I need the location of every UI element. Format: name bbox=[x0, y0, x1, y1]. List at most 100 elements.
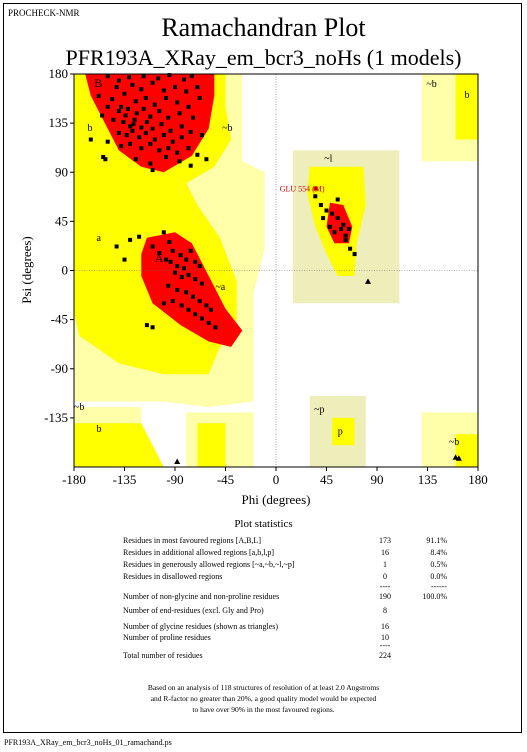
residue-point bbox=[144, 120, 149, 124]
residue-point bbox=[101, 155, 106, 159]
residue-point bbox=[128, 124, 133, 129]
residue-point bbox=[313, 194, 318, 199]
residue-point bbox=[208, 307, 213, 312]
residue-point bbox=[139, 125, 144, 130]
plot-subtitle: PFR193A_XRay_em_bcr3_noHs (1 models) bbox=[65, 45, 462, 70]
separator-count: ---- bbox=[379, 582, 391, 591]
residue-point bbox=[179, 124, 184, 129]
stats-percent: 0.5% bbox=[430, 560, 447, 569]
region-label: b bbox=[87, 123, 92, 134]
y-tick-label: 90 bbox=[55, 164, 68, 179]
y-tick-label: -45 bbox=[51, 312, 68, 327]
residue-point bbox=[141, 106, 146, 111]
residue-point bbox=[199, 316, 204, 321]
residue-point bbox=[150, 325, 155, 330]
residue-point bbox=[137, 234, 142, 239]
residue-point bbox=[197, 299, 202, 304]
residue-point bbox=[348, 246, 353, 251]
outlier-label: GLU 554 (M) bbox=[280, 185, 325, 194]
residue-point bbox=[341, 222, 346, 227]
residue-point bbox=[131, 122, 136, 127]
residue-point bbox=[199, 133, 204, 138]
stats-heading: Plot statistics bbox=[234, 518, 293, 530]
region-label: A bbox=[155, 251, 164, 265]
plot-border bbox=[73, 73, 479, 468]
stats-count: 8 bbox=[383, 606, 387, 615]
region-label: b bbox=[96, 424, 101, 435]
file-name: PFR193A_XRay_em_bcr3_noHs_01_ramachand.p… bbox=[4, 738, 172, 747]
stats-row: Residues in generously allowed regions [… bbox=[123, 560, 447, 572]
residue-point bbox=[88, 137, 93, 142]
residue-point bbox=[339, 227, 344, 231]
residue-point bbox=[330, 211, 335, 216]
x-tick-label: 90 bbox=[371, 472, 384, 487]
residue-point bbox=[213, 325, 218, 330]
stats-count: 224 bbox=[379, 651, 391, 660]
stats-separator: ---- ------ bbox=[123, 582, 447, 594]
region-favoured bbox=[85, 74, 215, 173]
residue-point bbox=[177, 159, 182, 164]
residue-point bbox=[152, 137, 157, 142]
stats-count: 16 bbox=[381, 548, 389, 557]
y-tick-label: -90 bbox=[51, 361, 68, 376]
residue-point bbox=[157, 148, 162, 153]
residue-point bbox=[96, 93, 101, 98]
residue-point bbox=[193, 259, 198, 264]
residue-point bbox=[150, 126, 155, 131]
residue-point bbox=[178, 253, 183, 258]
region-label: a bbox=[96, 233, 101, 244]
program-name: PROCHECK-NMR bbox=[8, 8, 80, 18]
residue-point bbox=[335, 216, 340, 221]
residue-point bbox=[182, 77, 186, 82]
residue-point bbox=[161, 301, 166, 306]
glycine-point bbox=[455, 455, 462, 461]
residue-point bbox=[103, 157, 108, 162]
residue-point bbox=[164, 155, 168, 159]
residue-point bbox=[105, 104, 110, 109]
residue-point bbox=[150, 80, 155, 85]
region-label: ~a bbox=[215, 282, 225, 293]
residue-point bbox=[204, 303, 209, 308]
region-label: ~b bbox=[449, 437, 459, 448]
axis-ticks: -180 -135 -90 -45 0 45 90 135 180 180 135 90 45 0 -45 -… bbox=[44, 66, 488, 487]
residue-point bbox=[186, 307, 191, 312]
y-tick-label: 0 bbox=[62, 263, 69, 278]
region-label: ~b bbox=[222, 123, 232, 134]
region-additional bbox=[74, 423, 164, 467]
x-tick-label: 0 bbox=[273, 472, 280, 487]
residue-point bbox=[128, 237, 133, 242]
residue-point bbox=[186, 146, 191, 151]
note-line: Based on an analysis of 118 structures o… bbox=[147, 683, 380, 692]
residue-point bbox=[191, 294, 195, 299]
residue-point bbox=[116, 109, 121, 114]
glycine-point bbox=[452, 454, 459, 460]
x-tick-label: 45 bbox=[320, 472, 333, 487]
residue-point bbox=[168, 128, 173, 133]
residue-point bbox=[327, 224, 332, 229]
stats-label: Residues in disallowed regions bbox=[123, 572, 223, 581]
residue-point bbox=[161, 230, 166, 235]
residue-point bbox=[166, 115, 171, 120]
residue-point bbox=[166, 146, 171, 151]
residue-point bbox=[152, 102, 157, 107]
x-tick-label: -90 bbox=[166, 472, 183, 487]
residue-point bbox=[204, 157, 209, 162]
residue-point bbox=[184, 257, 189, 262]
stats-separator: ---- bbox=[123, 641, 443, 653]
y-tick-label: 180 bbox=[49, 66, 69, 81]
residue-point bbox=[156, 76, 161, 81]
residue-point bbox=[175, 288, 180, 293]
residue-point bbox=[332, 230, 337, 235]
residue-point bbox=[352, 252, 357, 257]
residue-point bbox=[157, 251, 162, 255]
residue-point bbox=[318, 203, 323, 207]
residue-point bbox=[175, 264, 180, 269]
stats-label: Residues in additional allowed regions [… bbox=[123, 548, 275, 557]
residue-point bbox=[139, 146, 144, 151]
residue-point bbox=[133, 99, 138, 104]
residue-point bbox=[193, 277, 198, 282]
stats-row: Number of non-glycine and non-proline re… bbox=[123, 592, 447, 604]
stats-label: Total number of residues bbox=[123, 651, 203, 660]
region-label: ~b bbox=[74, 402, 84, 413]
residue-point bbox=[134, 111, 139, 116]
